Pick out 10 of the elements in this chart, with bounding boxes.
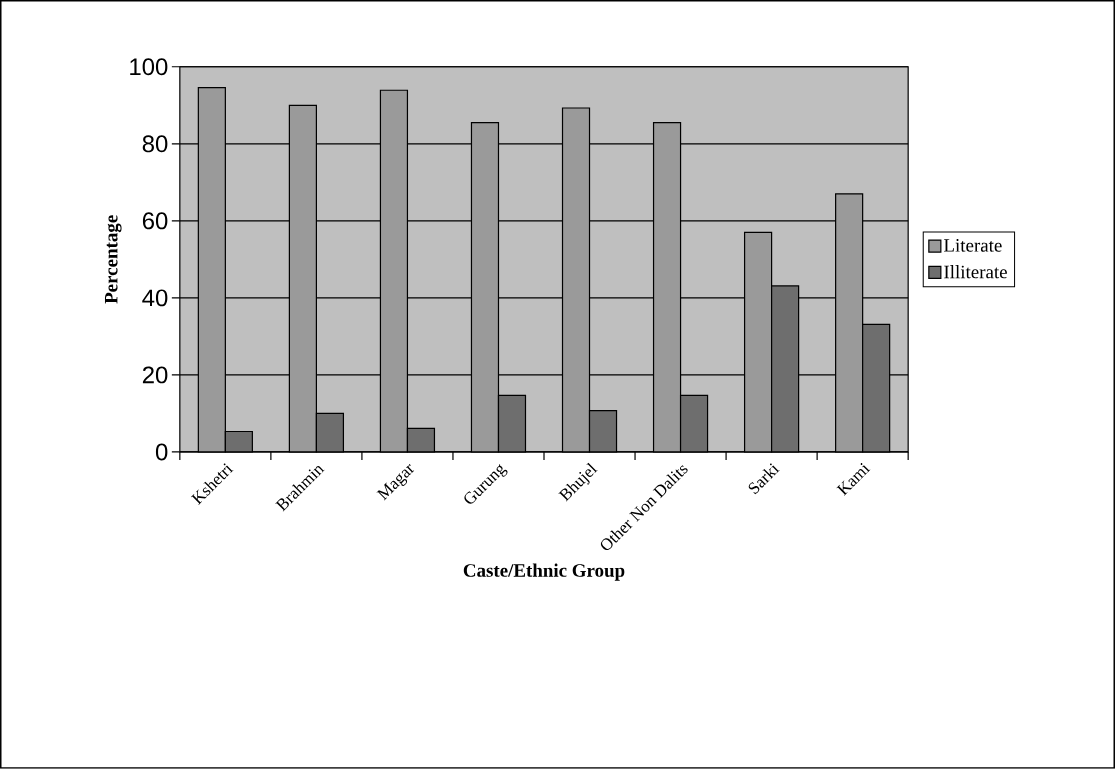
y-tick-label: 60 (142, 212, 168, 230)
legend-label: Literate (943, 239, 1002, 252)
y-tick-label: 40 (142, 289, 168, 307)
y-tick-label: 80 (142, 135, 168, 153)
legend-label: Illiterate (944, 265, 1007, 279)
x-axis-title: Caste/Ethnic Group (463, 563, 625, 581)
y-tick-label: 100 (130, 58, 168, 76)
y-tick-label: 0 (155, 443, 168, 461)
y-axis-title: Percentage (104, 215, 122, 304)
y-tick-label: 20 (142, 366, 168, 384)
